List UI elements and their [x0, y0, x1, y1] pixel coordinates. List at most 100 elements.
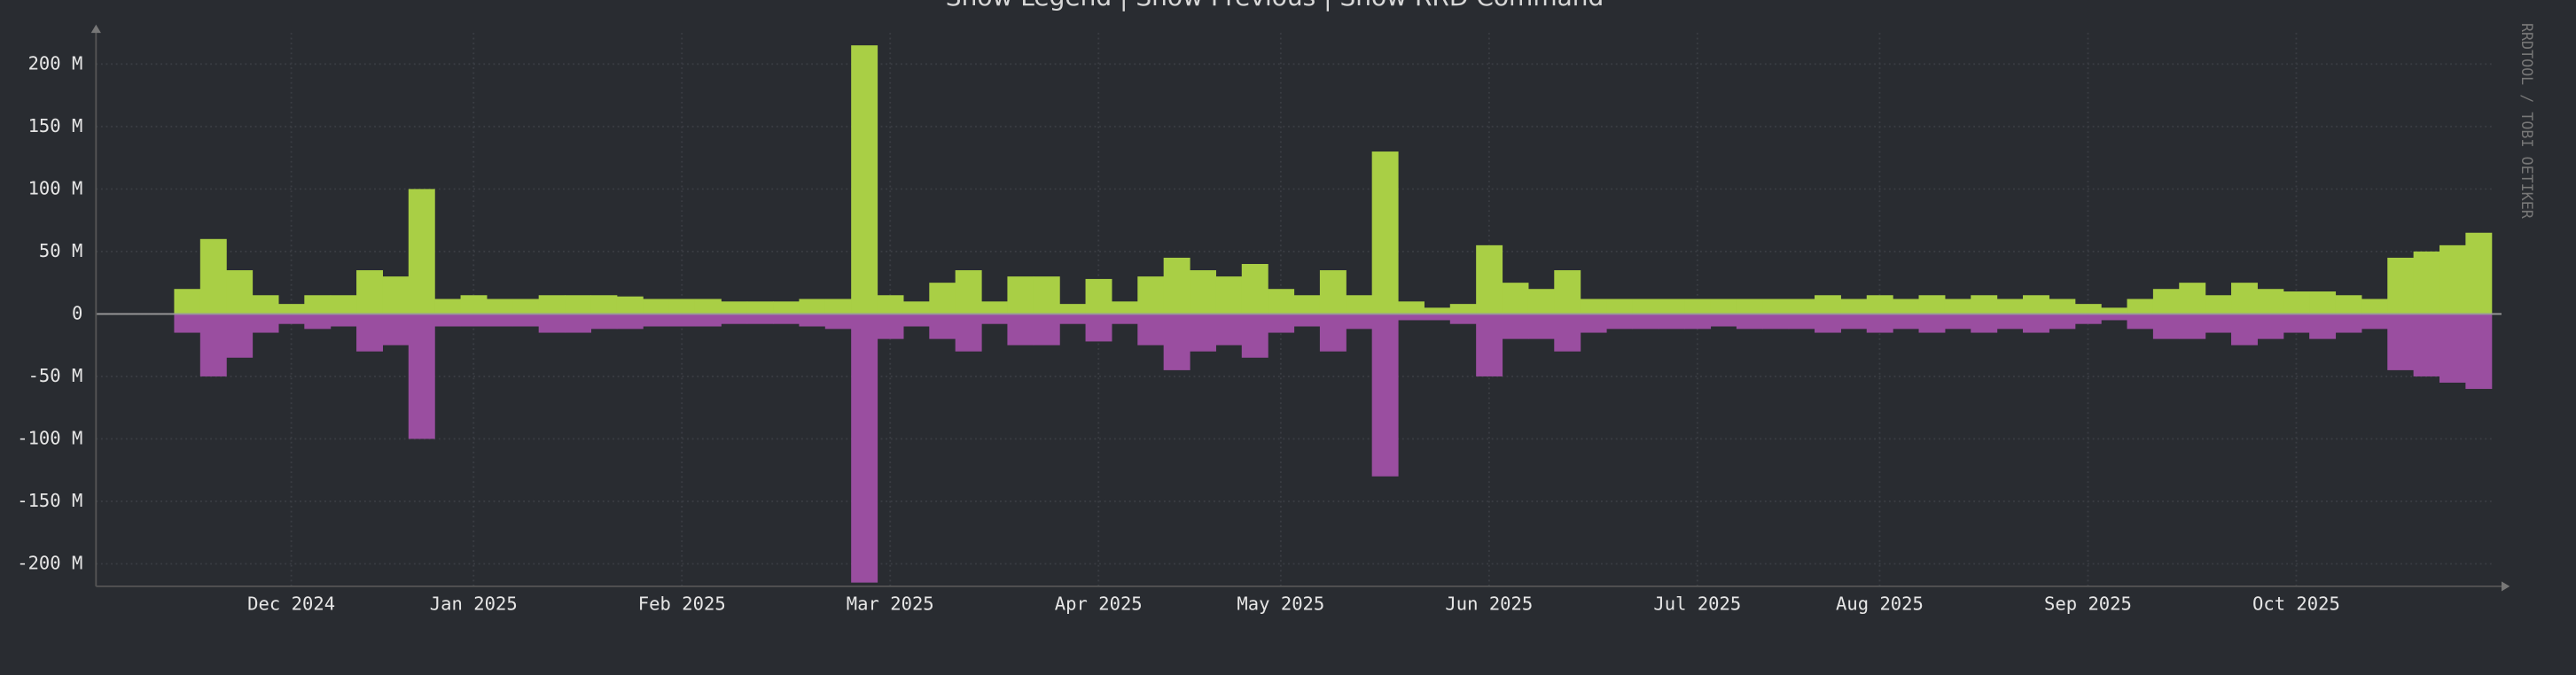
bar	[1241, 314, 1268, 358]
bar	[330, 314, 357, 327]
y-tick-label: -200 M	[17, 553, 82, 574]
bar	[929, 314, 956, 339]
bar	[1502, 314, 1529, 339]
bar	[2074, 314, 2102, 324]
bar	[1007, 314, 1034, 345]
bar	[460, 295, 488, 314]
bar	[1033, 276, 1060, 314]
bar	[1059, 304, 1087, 314]
bar	[1319, 314, 1347, 352]
bar	[1398, 314, 1425, 321]
plot: Dec 2024 Jan 2025 Feb 2025 Mar 2025 Apr 2025…	[17, 24, 2510, 614]
bar	[252, 295, 279, 314]
bar	[304, 295, 332, 314]
bar	[643, 299, 670, 314]
y-tick-label: 150 M	[28, 115, 83, 136]
bar	[1502, 283, 1529, 314]
bar	[981, 314, 1008, 324]
y-tick-label: 200 M	[28, 52, 83, 74]
bar	[1866, 314, 1893, 333]
x-tick-label: Jul 2025	[1653, 593, 1741, 614]
bar	[382, 276, 410, 314]
bar	[2023, 314, 2049, 333]
bar	[2127, 314, 2154, 330]
x-tick-label: Jan 2025	[430, 593, 518, 614]
bar	[486, 314, 513, 327]
x-tick-label: Jun 2025	[1445, 593, 1533, 614]
bar	[565, 314, 591, 333]
watermark: RRDTOOL / TOBI OETIKER	[2518, 23, 2536, 220]
bar	[1788, 314, 1815, 330]
bar	[1944, 314, 1971, 330]
bar	[2049, 299, 2076, 314]
bar	[277, 304, 305, 314]
x-tick-label: May 2025	[1237, 593, 1324, 614]
bar	[1632, 314, 1659, 330]
bar	[1866, 295, 1893, 314]
bar	[902, 301, 930, 314]
bar	[1527, 289, 1555, 314]
bar	[2257, 289, 2284, 314]
bar	[1007, 276, 1034, 314]
bar	[174, 289, 201, 314]
bar	[1710, 314, 1737, 327]
bar	[2361, 314, 2388, 330]
bar	[2309, 291, 2337, 314]
y-tick-label: 0	[72, 302, 82, 323]
bar	[199, 314, 227, 376]
bar	[1736, 314, 1763, 330]
bar	[1580, 299, 1607, 314]
bar	[1840, 314, 1868, 330]
bar	[2439, 244, 2466, 314]
bar	[1684, 314, 1712, 330]
bar	[1085, 278, 1112, 314]
bar	[356, 314, 383, 352]
bar	[1971, 295, 1998, 314]
bar	[1632, 299, 1659, 314]
bar	[1319, 270, 1347, 314]
bar	[1371, 151, 1399, 314]
bar	[955, 270, 982, 314]
bar	[1554, 314, 1581, 352]
bar	[902, 314, 930, 327]
bar	[1346, 314, 1373, 330]
bar	[1580, 314, 1607, 333]
bar	[1918, 314, 1946, 333]
bar	[2465, 314, 2493, 390]
bar	[2283, 314, 2310, 333]
bar	[2335, 314, 2362, 333]
bar	[1762, 314, 1790, 330]
bar	[1606, 299, 1633, 314]
bar	[1190, 270, 1216, 314]
bar	[2179, 283, 2206, 314]
bar	[799, 314, 826, 327]
header-links[interactable]: Show Legend | Show Previous | Show RRD C…	[946, 0, 1604, 12]
bar	[1449, 304, 1477, 314]
bar	[1293, 295, 1321, 314]
bar	[2205, 295, 2232, 314]
bar	[1163, 314, 1190, 370]
x-tick-label: Oct 2025	[2252, 593, 2340, 614]
bar	[2387, 314, 2415, 370]
bar	[1658, 314, 1685, 330]
bar	[408, 314, 435, 439]
bar	[955, 314, 982, 352]
bar	[1137, 276, 1165, 314]
bar	[1971, 314, 1998, 333]
bar	[1527, 314, 1555, 339]
bar	[1554, 270, 1581, 314]
bar	[1449, 314, 1477, 324]
bar	[824, 314, 852, 330]
bar	[2283, 291, 2310, 314]
bar	[2023, 295, 2049, 314]
x-tick-label: Sep 2025	[2044, 593, 2132, 614]
bar	[1268, 289, 1295, 314]
bar	[2205, 314, 2232, 333]
bar	[2152, 314, 2180, 339]
bar	[851, 314, 878, 583]
bar	[1710, 299, 1737, 314]
bar	[746, 314, 774, 324]
bar	[616, 296, 644, 314]
x-tick-label: Dec 2024	[247, 593, 335, 614]
